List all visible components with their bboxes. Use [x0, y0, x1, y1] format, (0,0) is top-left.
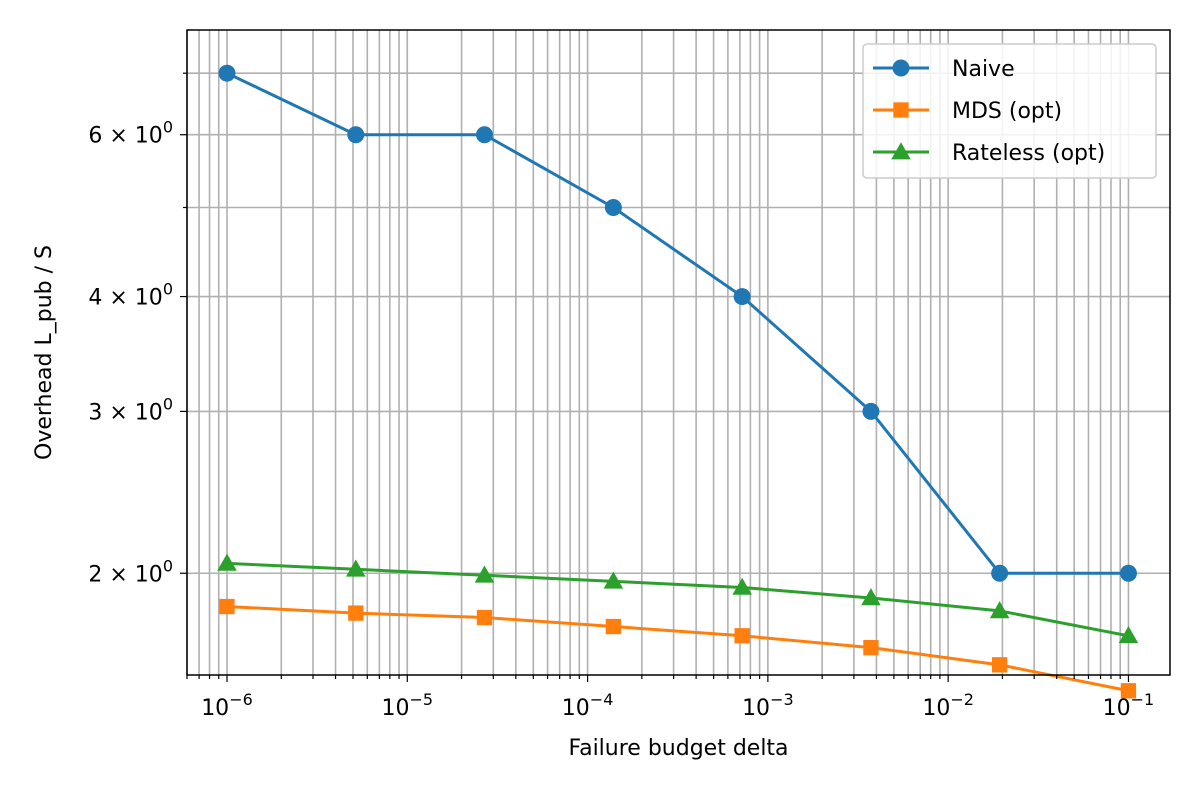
chart: 10−6 10−5 10−4 10−3 10−2 10−12 × 1003 × 1004 … — [0, 0, 1200, 800]
legend-label-naive: Naive — [952, 57, 1015, 82]
data-point-naive — [734, 288, 751, 305]
data-point-mds-opt — [348, 605, 363, 620]
legend-marker-mds-opt — [893, 102, 908, 117]
legend-marker-naive — [893, 60, 910, 77]
data-point-mds-opt — [606, 619, 621, 634]
x-axis-label: Failure budget delta — [568, 736, 788, 761]
data-point-naive — [605, 199, 622, 216]
data-point-mds-opt — [734, 628, 749, 643]
data-point-naive — [347, 126, 364, 143]
legend-label-mds-opt: MDS (opt) — [952, 99, 1062, 124]
data-point-mds-opt — [219, 599, 234, 614]
data-point-naive — [476, 126, 493, 143]
data-point-mds-opt — [992, 657, 1007, 672]
data-point-naive — [862, 403, 879, 420]
data-point-mds-opt — [863, 640, 878, 655]
data-point-naive — [1120, 565, 1137, 582]
legend: Naive MDS (opt) Rateless (opt) — [863, 44, 1156, 178]
legend-label-rateless-opt: Rateless (opt) — [952, 141, 1105, 166]
y-axis-label: Overhead L_pub / S — [32, 245, 57, 460]
data-point-mds-opt — [477, 610, 492, 625]
data-point-naive — [991, 565, 1008, 582]
data-point-naive — [218, 65, 235, 82]
